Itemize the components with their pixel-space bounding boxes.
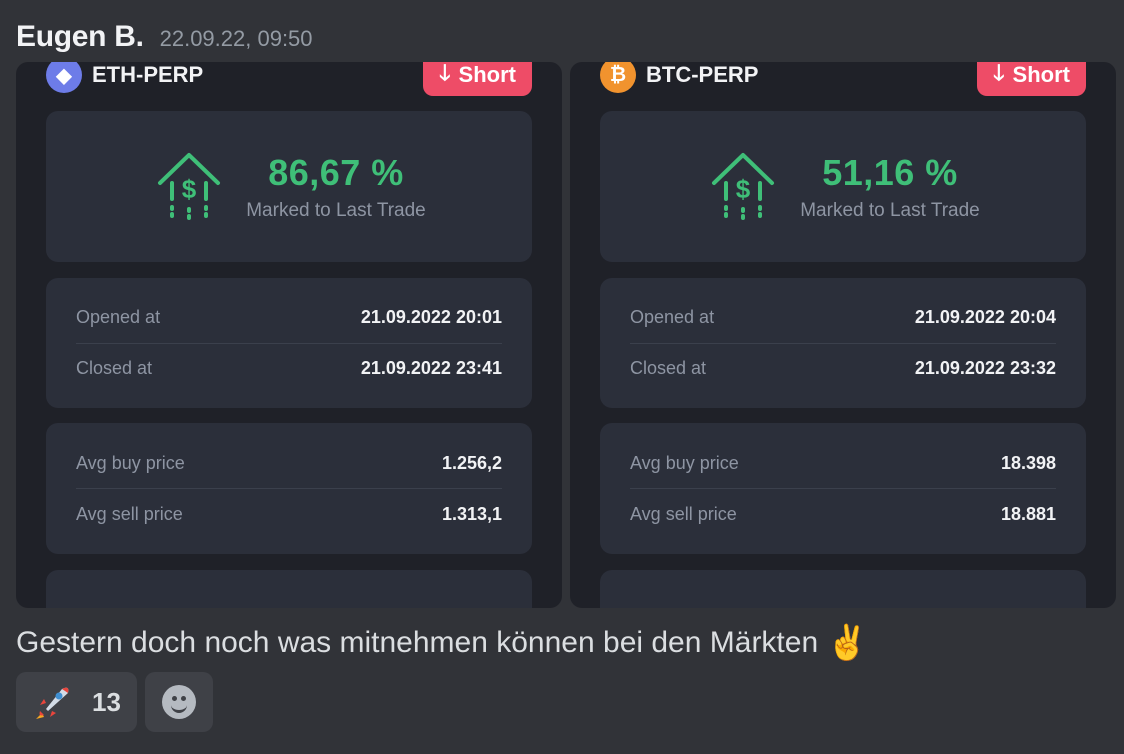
- money-up-arrow-icon: $: [712, 152, 775, 221]
- pnl-panel: $ 86,67 % Marked to Last Trade: [46, 111, 532, 262]
- arrow-down-icon: 🡓: [439, 62, 451, 85]
- opened-row: Opened at 21.09.2022 20:04: [630, 307, 1056, 327]
- avg-buy-row: Avg buy price 1.256,2: [76, 452, 502, 473]
- message-content: Gestern doch noch was mitnehmen können b…: [16, 623, 868, 663]
- closed-value: 21.09.2022 23:41: [360, 358, 502, 378]
- ethereum-icon: ◆: [46, 62, 82, 93]
- direction-label: Short: [1012, 62, 1070, 87]
- avg-buy-value: 1.256,2: [441, 452, 502, 473]
- dates-panel: Opened at 21.09.2022 20:01 Closed at 21.…: [46, 278, 532, 408]
- reaction-count: 13: [92, 686, 121, 717]
- rocket-icon: [36, 687, 69, 719]
- direction-label: Short: [458, 62, 516, 87]
- opened-row: Opened at 21.09.2022 20:01: [76, 307, 502, 327]
- victory-hand-emoji: ✌️: [826, 624, 869, 662]
- pnl-value: 51,16 %: [822, 151, 958, 193]
- short-badge: 🡓 Short: [423, 62, 532, 96]
- avg-sell-value: 1.313,1: [441, 503, 502, 524]
- prices-panel: Avg buy price 18.398 Avg sell price 18.8…: [600, 423, 1086, 554]
- leverage-panel-cropped: [600, 570, 1086, 608]
- avg-sell-value: 18.881: [1000, 503, 1056, 524]
- leverage-panel-cropped: [46, 570, 532, 608]
- avg-sell-row: Avg sell price 18.881: [630, 488, 1056, 539]
- bitcoin-icon: ₿: [600, 62, 636, 93]
- dates-panel: Opened at 21.09.2022 20:04 Closed at 21.…: [600, 278, 1086, 408]
- smiley-icon: [161, 685, 196, 719]
- closed-row: Closed at 21.09.2022 23:41: [76, 342, 502, 394]
- message-header: Eugen B. 22.09.22, 09:50: [16, 20, 313, 54]
- trade-card-eth: ◆ ETH-PERP 🡓 Short $ 86,67 % Marked to L…: [16, 62, 562, 608]
- svg-text:$: $: [736, 174, 751, 204]
- arrow-down-icon: 🡓: [993, 62, 1005, 85]
- add-reaction-button[interactable]: [144, 672, 213, 732]
- message-timestamp[interactable]: 22.09.22, 09:50: [159, 26, 313, 51]
- pnl-label: Marked to Last Trade: [246, 199, 426, 221]
- closed-value: 21.09.2022 23:32: [914, 358, 1056, 378]
- card-header: ₿ BTC-PERP 🡓 Short: [600, 62, 1086, 96]
- trade-card-btc: ₿ BTC-PERP 🡓 Short $ 51,16 % Marked to L…: [570, 62, 1116, 608]
- closed-row: Closed at 21.09.2022 23:32: [630, 342, 1056, 394]
- pair-name: BTC-PERP: [646, 62, 759, 87]
- card-header: ◆ ETH-PERP 🡓 Short: [46, 62, 532, 96]
- pnl-value: 86,67 %: [268, 151, 404, 193]
- money-up-arrow-icon: $: [158, 152, 221, 221]
- reactions-bar: 13: [16, 672, 213, 732]
- pnl-label: Marked to Last Trade: [800, 199, 980, 221]
- opened-value: 21.09.2022 20:04: [914, 307, 1056, 327]
- avg-buy-row: Avg buy price 18.398: [630, 452, 1056, 473]
- trade-image-attachment[interactable]: ◆ ETH-PERP 🡓 Short $ 86,67 % Marked to L…: [16, 62, 1116, 608]
- reaction-rocket[interactable]: 13: [16, 672, 137, 732]
- pair-name: ETH-PERP: [92, 62, 204, 87]
- short-badge: 🡓 Short: [977, 62, 1086, 96]
- prices-panel: Avg buy price 1.256,2 Avg sell price 1.3…: [46, 423, 532, 554]
- pnl-panel: $ 51,16 % Marked to Last Trade: [600, 111, 1086, 262]
- author-name[interactable]: Eugen B.: [16, 20, 144, 53]
- message-text: Gestern doch noch was mitnehmen können b…: [16, 626, 819, 659]
- avg-buy-value: 18.398: [1000, 452, 1056, 473]
- opened-value: 21.09.2022 20:01: [360, 307, 502, 327]
- avg-sell-row: Avg sell price 1.313,1: [76, 488, 502, 539]
- svg-text:$: $: [182, 174, 197, 204]
